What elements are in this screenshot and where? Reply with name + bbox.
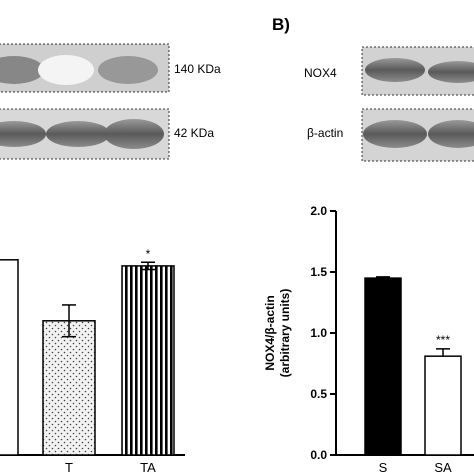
- chart-b-ytick-label: 2.0: [310, 204, 327, 218]
- chart-a-category-label: T: [65, 460, 73, 474]
- left-blot-kda-1: 140 KDa: [174, 62, 221, 76]
- chart-b-ylabel-line2: (arbitrary units): [278, 289, 292, 378]
- chart-b: NOX4/β-actin (arbitrary units) 0.0 0.5 1.0…: [263, 204, 474, 474]
- chart-a-bar-ta: [121, 265, 175, 456]
- chart-b-significance: ***: [436, 333, 450, 347]
- left-blot-row-2: [0, 108, 170, 160]
- chart-a-significance: *: [146, 247, 151, 261]
- chart-b-category-label: SA: [434, 460, 452, 474]
- chart-b-bar-s: [364, 277, 402, 456]
- panel-b-label: B): [272, 15, 290, 34]
- right-blot-label-2: β-actin: [307, 126, 343, 140]
- right-blot-row-1: [361, 46, 474, 96]
- right-blot-row-2: [361, 108, 474, 162]
- chart-a-bar-control: [0, 259, 19, 456]
- chart-b-ytick-label: 1.5: [310, 265, 327, 279]
- chart-b-ytick-label: 1.0: [310, 326, 327, 340]
- chart-a-category-label: TA: [140, 460, 156, 474]
- chart-a: T * TA: [0, 247, 185, 474]
- chart-b-ytick-label: 0.5: [310, 387, 327, 401]
- chart-a-bar-t: [42, 320, 96, 456]
- chart-b-bar-sa: [424, 355, 462, 456]
- left-blot-row-1: [0, 43, 170, 93]
- chart-b-category-label: S: [379, 460, 388, 474]
- chart-b-ylabel-line1: NOX4/β-actin: [263, 295, 277, 370]
- left-blot-kda-2: 42 KDa: [174, 126, 214, 140]
- chart-b-ytick-label: 0.0: [310, 448, 327, 462]
- right-blot-label-1: NOX4: [304, 66, 337, 80]
